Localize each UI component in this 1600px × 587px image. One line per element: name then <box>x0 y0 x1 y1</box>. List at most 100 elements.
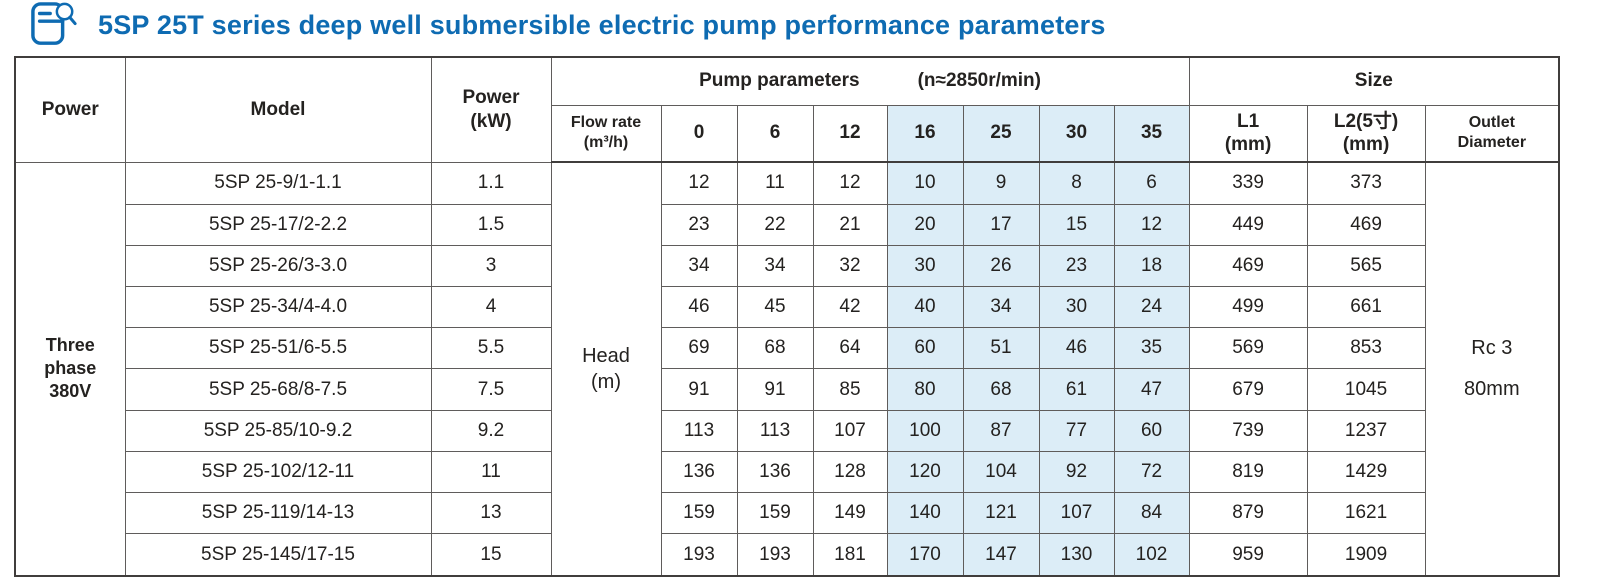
cell-head-12: 64 <box>812 327 888 370</box>
cell-l1: 739 <box>1188 409 1308 452</box>
cell-l2: 1909 <box>1306 533 1426 577</box>
cell-head-35: 35 <box>1113 327 1190 370</box>
page-header: 5SP 25T series deep well submersible ele… <box>0 0 1600 48</box>
cell-head-16: 30 <box>886 244 964 288</box>
cell-model: 5SP 25-85/10-9.2 <box>124 409 432 452</box>
cell-head-30: 8 <box>1038 161 1115 205</box>
cell-head-16: 80 <box>886 368 964 411</box>
cell-head-30: 30 <box>1038 286 1115 329</box>
col-header-flow-0: 0 <box>660 104 738 163</box>
cell-head-25: 121 <box>962 492 1040 535</box>
cell-power-kw: 4 <box>430 286 552 329</box>
cell-outlet-diameter: Rc 3 80mm <box>1424 161 1560 577</box>
cell-head-12: 42 <box>812 286 888 329</box>
col-header-flow-6: 6 <box>736 104 814 163</box>
col-header-outlet-diameter: Outlet Diameter <box>1424 104 1560 163</box>
outlet-line2: Diameter <box>1457 134 1527 152</box>
pump-performance-table: Power Model Power (kW) Pump parameters (n… <box>14 56 1561 577</box>
cell-head-25: 68 <box>962 368 1040 411</box>
table-row: 5SP 25-17/2-2.2 1.5 23 22 21 20 17 15 12… <box>15 203 1559 246</box>
cell-head-35: 72 <box>1113 450 1190 494</box>
cell-head-25: 17 <box>962 203 1040 246</box>
power-kw-line2: (kW) <box>470 110 512 132</box>
cell-head-12: 107 <box>812 409 888 452</box>
cell-head-0: 69 <box>660 327 738 370</box>
cell-head-12: 85 <box>812 368 888 411</box>
cell-model: 5SP 25-145/17-15 <box>124 533 432 577</box>
cell-head-6: 91 <box>736 368 814 411</box>
cell-head-35: 6 <box>1113 161 1190 205</box>
col-header-l1: L1 (mm) <box>1188 104 1308 163</box>
cell-power-kw: 9.2 <box>430 409 552 452</box>
cell-head-0: 113 <box>660 409 738 452</box>
cell-power-kw: 11 <box>430 450 552 494</box>
cell-model: 5SP 25-68/8-7.5 <box>124 368 432 411</box>
cell-head-30: 77 <box>1038 409 1115 452</box>
col-header-l2: L2(5寸) (mm) <box>1306 104 1426 163</box>
cell-head-25: 51 <box>962 327 1040 370</box>
table-row: 5SP 25-85/10-9.2 9.2 113 113 107 100 87 … <box>15 409 1559 452</box>
table-row: 5SP 25-68/8-7.5 7.5 91 91 85 80 68 61 47… <box>15 368 1559 411</box>
cell-head-35: 47 <box>1113 368 1190 411</box>
cell-head-25: 9 <box>962 161 1040 205</box>
cell-head-12: 21 <box>812 203 888 246</box>
cell-l2: 565 <box>1306 244 1426 288</box>
page-title: 5SP 25T series deep well submersible ele… <box>98 9 1106 40</box>
cell-head-30: 92 <box>1038 450 1115 494</box>
cell-head-35: 24 <box>1113 286 1190 329</box>
table-row: 5SP 25-26/3-3.0 3 34 34 32 30 26 23 18 4… <box>15 244 1559 288</box>
col-header-power-kw: Power (kW) <box>430 56 552 163</box>
outlet-value-line1: Rc 3 <box>1471 337 1513 359</box>
power-kw-line1: Power <box>462 87 520 108</box>
cell-model: 5SP 25-34/4-4.0 <box>124 286 432 329</box>
cell-head-35: 84 <box>1113 492 1190 535</box>
cell-model: 5SP 25-102/12-11 <box>124 450 432 494</box>
cell-head-6: 34 <box>736 244 814 288</box>
table-row: 5SP 25-34/4-4.0 4 46 45 42 40 34 30 24 4… <box>15 286 1559 329</box>
col-header-model: Model <box>124 56 432 163</box>
col-header-flow-35: 35 <box>1113 104 1190 163</box>
cell-power-kw: 1.5 <box>430 203 552 246</box>
cell-power-kw: 5.5 <box>430 327 552 370</box>
cell-head-35: 18 <box>1113 244 1190 288</box>
cell-head-16: 60 <box>886 327 964 370</box>
cell-head-16: 140 <box>886 492 964 535</box>
cell-head-0: 193 <box>660 533 738 577</box>
cell-head-16: 20 <box>886 203 964 246</box>
cell-l2: 469 <box>1306 203 1426 246</box>
outlet-value-line2: 80mm <box>1464 378 1520 400</box>
cell-l2: 853 <box>1306 327 1426 370</box>
cell-head-0: 136 <box>660 450 738 494</box>
cell-l2: 1429 <box>1306 450 1426 494</box>
cell-l2: 373 <box>1306 161 1426 205</box>
col-header-flow-16: 16 <box>886 104 964 163</box>
cell-head-0: 91 <box>660 368 738 411</box>
cell-head-35: 60 <box>1113 409 1190 452</box>
cell-head-35: 12 <box>1113 203 1190 246</box>
cell-head-25: 26 <box>962 244 1040 288</box>
table-row: 5SP 25-119/14-13 13 159 159 149 140 121 … <box>15 492 1559 535</box>
table-row: Three phase 380V 5SP 25-9/1-1.1 1.1 Head… <box>14 161 1560 577</box>
cell-head-35: 102 <box>1113 533 1190 577</box>
cell-head-25: 104 <box>962 450 1040 494</box>
cell-head-12: 32 <box>812 244 888 288</box>
col-header-flow-rate: Flow rate (m³/h) <box>550 104 662 163</box>
col-header-flow-25: 25 <box>962 104 1040 163</box>
cell-head-12: 128 <box>812 450 888 494</box>
cell-l1: 449 <box>1188 203 1308 246</box>
cell-head-25: 87 <box>962 409 1040 452</box>
l2-line2: (mm) <box>1342 134 1390 156</box>
cell-head-16: 10 <box>886 161 964 205</box>
cell-head-30: 107 <box>1038 492 1115 535</box>
cell-model: 5SP 25-51/6-5.5 <box>124 327 432 370</box>
cell-l1: 679 <box>1188 368 1308 411</box>
cell-head-6: 113 <box>736 409 814 452</box>
document-search-icon <box>30 2 78 48</box>
l2-line1: L2(5寸) <box>1333 110 1399 132</box>
cell-head-0: 12 <box>660 161 738 205</box>
cell-l1: 819 <box>1188 450 1308 494</box>
l1-line2: (mm) <box>1224 134 1272 156</box>
cell-head-0: 159 <box>660 492 738 535</box>
pump-parameters-label: Pump parameters <box>699 70 860 92</box>
